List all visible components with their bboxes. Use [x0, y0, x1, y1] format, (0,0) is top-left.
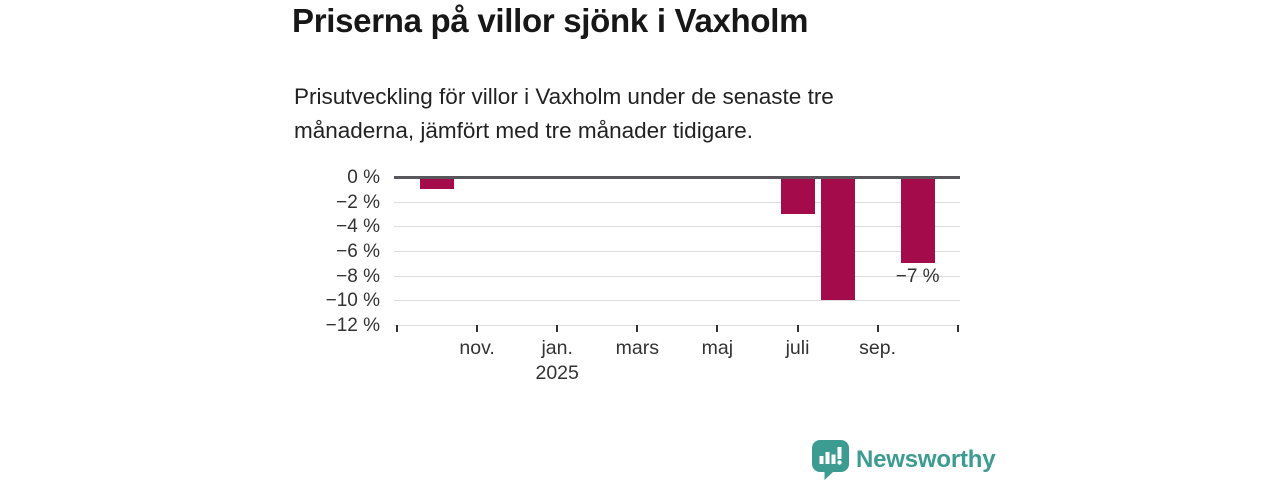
bar-value-label: −7 % — [895, 266, 940, 288]
gridline — [394, 300, 960, 302]
newsworthy-logo: Newsworthy — [812, 440, 996, 480]
y-axis-tick-label: −2 % — [336, 191, 380, 213]
x-axis-tick-mark — [956, 325, 959, 332]
x-axis-tick-mark — [796, 325, 799, 332]
bar-2025-08 — [820, 179, 855, 301]
x-axis-tick-mark — [636, 325, 639, 332]
chart-subtitle: Prisutveckling för villor i Vaxholm unde… — [294, 80, 834, 148]
newsworthy-logo-text: Newsworthy — [856, 446, 996, 473]
x-axis-tick-label: jan. — [541, 337, 573, 359]
y-axis-tick-label: −8 % — [336, 265, 380, 287]
chart-subtitle-line1: Prisutveckling för villor i Vaxholm unde… — [294, 84, 834, 109]
y-axis-tick-label: −12 % — [325, 315, 380, 336]
chart-subtitle-line2: månaderna, jämfört med tre månader tidig… — [294, 118, 753, 143]
y-axis-tick-label: 0 % — [347, 167, 380, 188]
x-axis-tick-label: juli — [785, 337, 810, 359]
chart-title: Priserna på villor sjönk i Vaxholm — [292, 2, 809, 39]
y-axis-tick-label: −10 % — [325, 290, 380, 312]
gridline — [394, 325, 960, 326]
gridline — [394, 226, 960, 228]
x-axis-tick-label: nov. — [459, 337, 495, 359]
y-axis-tick-label: −6 % — [336, 241, 380, 262]
gridline — [394, 275, 960, 277]
y-axis-tick-label: −4 % — [336, 216, 380, 238]
newsworthy-logo-icon — [812, 440, 849, 480]
x-axis-tick-label: maj — [701, 337, 734, 359]
x-axis-tick-label: mars — [615, 337, 659, 359]
gridline — [394, 201, 960, 203]
bar-2024-10 — [420, 179, 455, 190]
x-axis-tick-label: sep. — [859, 337, 897, 359]
x-axis-tick-mark — [396, 325, 398, 332]
x-axis-year-label: 2025 — [535, 362, 579, 384]
x-axis-tick-mark — [716, 325, 719, 332]
gridline — [394, 251, 960, 252]
bar-2025-10 — [900, 179, 935, 264]
x-axis-tick-mark — [876, 325, 879, 332]
bar-2025-07 — [780, 179, 815, 214]
zero-line — [394, 176, 960, 179]
x-axis-tick-mark — [556, 325, 559, 332]
x-axis-tick-mark — [476, 325, 479, 332]
